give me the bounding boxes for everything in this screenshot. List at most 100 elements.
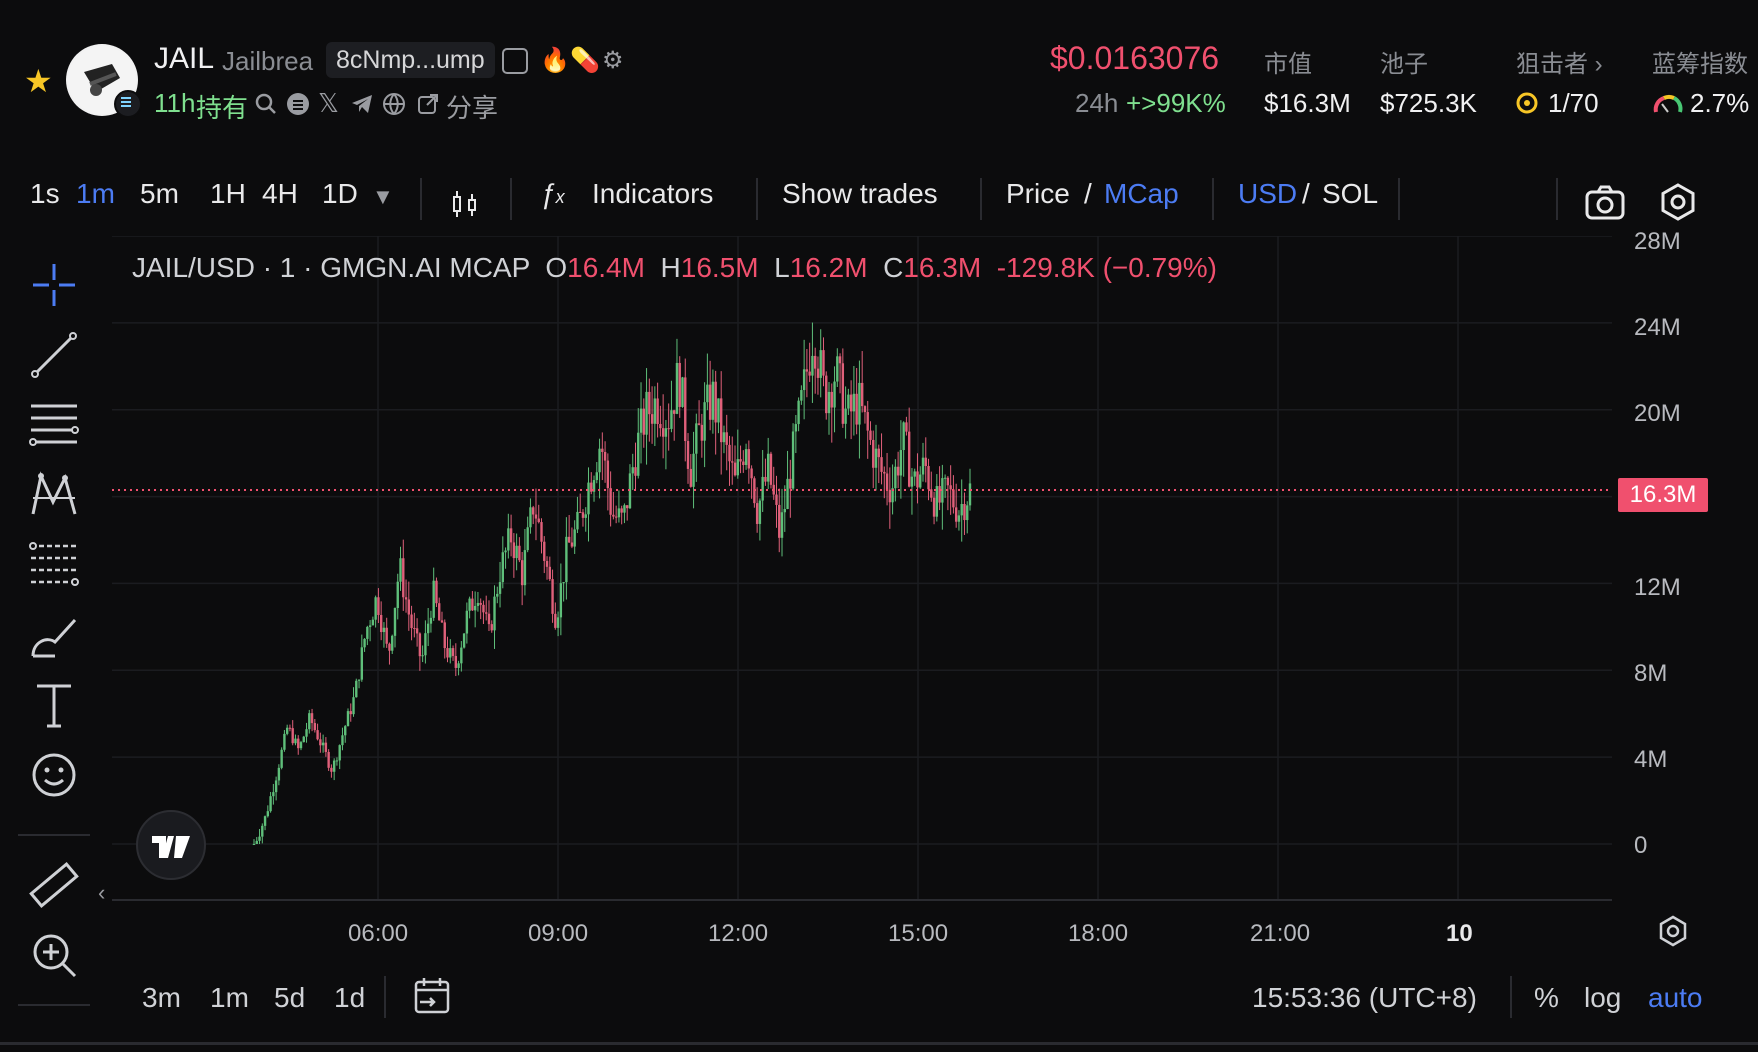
candle-body	[559, 583, 563, 618]
contract-address[interactable]: 8cNmp...ump	[326, 42, 495, 78]
candle-body	[963, 503, 966, 521]
candle-body	[874, 448, 878, 468]
candle-body	[332, 760, 336, 772]
trend-line-tool-icon[interactable]	[26, 328, 82, 384]
percent-scale-toggle[interactable]: %	[1534, 982, 1559, 1013]
log-scale-toggle[interactable]: log	[1584, 982, 1622, 1013]
ruler-tool-icon[interactable]	[26, 858, 82, 914]
candle-body	[800, 390, 803, 401]
interval-5m[interactable]: 5m	[140, 178, 179, 209]
candle-body	[678, 362, 681, 407]
show-trades-button[interactable]: Show trades	[782, 178, 938, 209]
candle-body	[703, 402, 706, 441]
slash-separator: /	[1302, 178, 1310, 209]
fibonacci-tool-icon[interactable]	[26, 538, 82, 594]
brush-tool-icon[interactable]	[26, 608, 82, 664]
candle-body	[440, 620, 444, 623]
candle-body	[377, 597, 380, 616]
y-tick-12m: 12M	[1634, 574, 1681, 601]
pool-value: $725.3K	[1380, 88, 1477, 118]
camera-icon[interactable]	[1584, 184, 1626, 227]
copy-icon[interactable]	[502, 48, 528, 74]
candle-body	[957, 515, 961, 522]
x-tick-day-10: 10	[1446, 920, 1473, 947]
candle-body	[424, 633, 427, 656]
indicators-button[interactable]: Indicators	[592, 178, 714, 209]
tradingview-logo[interactable]	[136, 810, 206, 880]
candle-body	[319, 739, 322, 746]
range-1m[interactable]: 1m	[210, 982, 249, 1013]
function-fx-icon[interactable]: ƒx	[540, 178, 565, 209]
candle-body	[272, 792, 275, 797]
crosshair-tool-icon[interactable]	[26, 258, 82, 314]
candle-body	[554, 613, 557, 628]
candle-body	[695, 423, 698, 454]
interval-1m[interactable]: 1m	[76, 178, 115, 209]
candle-body	[935, 486, 939, 517]
interval-1s[interactable]: 1s	[30, 178, 60, 209]
collapse-chevron-icon[interactable]: ‹	[98, 880, 106, 905]
candle-body	[791, 431, 795, 489]
y-tick-8m: 8M	[1634, 660, 1668, 687]
interval-4h[interactable]: 4H	[262, 178, 298, 209]
share-icon[interactable]	[416, 92, 440, 123]
clock-time[interactable]: 15:53:36 (UTC+8)	[1252, 982, 1477, 1013]
x-twitter-icon[interactable]: 𝕏	[318, 88, 339, 118]
interval-1d[interactable]: 1D	[322, 178, 358, 209]
website-globe-icon[interactable]	[382, 92, 406, 123]
change-period-label: 24h	[1075, 88, 1119, 118]
holders-link[interactable]: 持有	[196, 93, 249, 123]
candle-body	[673, 410, 676, 414]
emoji-tool-icon[interactable]	[26, 748, 82, 804]
candle-body	[327, 751, 330, 768]
list-icon[interactable]	[286, 92, 310, 123]
candle-body	[739, 459, 742, 462]
candle-body	[355, 680, 358, 698]
candle-body	[916, 471, 919, 488]
y-tick-24m: 24M	[1634, 314, 1681, 341]
price-toggle[interactable]: Price	[1006, 178, 1070, 209]
sol-toggle[interactable]: SOL	[1322, 178, 1379, 209]
candle-body	[551, 579, 554, 614]
candle-type-icon[interactable]	[448, 188, 482, 227]
zoom-in-icon[interactable]	[26, 928, 82, 984]
candle-body	[910, 476, 914, 487]
text-tool-icon[interactable]	[26, 678, 82, 734]
pattern-tool-icon[interactable]	[26, 468, 82, 524]
candle-body	[366, 626, 369, 639]
auto-scale-toggle[interactable]: auto	[1648, 982, 1703, 1013]
candle-body	[460, 647, 463, 664]
axis-settings-icon[interactable]	[1656, 914, 1690, 953]
range-3m[interactable]: 3m	[142, 982, 181, 1013]
chevron-down-icon[interactable]: ▼	[372, 184, 394, 209]
candle-body	[783, 509, 786, 513]
share-link[interactable]: 分享	[446, 93, 499, 123]
settings-gear-icon[interactable]	[1658, 182, 1698, 227]
snipers-link[interactable]: 狙击者 ›	[1516, 51, 1603, 78]
candle-body	[283, 733, 286, 750]
candle-body	[534, 514, 538, 519]
candle-body	[465, 610, 469, 634]
search-icon[interactable]	[254, 92, 278, 123]
candle-body	[371, 619, 375, 626]
chain-badge-icon	[114, 90, 142, 118]
snipers-value: 1/70	[1548, 88, 1599, 118]
range-5d[interactable]: 5d	[274, 982, 306, 1013]
range-1d[interactable]: 1d	[334, 982, 366, 1013]
interval-1h[interactable]: 1H	[210, 178, 246, 209]
candle-body	[454, 655, 458, 668]
legend-close: 16.3M	[903, 252, 982, 283]
telegram-icon[interactable]	[350, 92, 374, 123]
candle-body	[902, 422, 905, 451]
candle-body	[512, 542, 516, 559]
mcap-toggle[interactable]: MCap	[1104, 178, 1179, 209]
candle-body	[692, 453, 695, 487]
favorite-star-icon[interactable]: ★	[24, 63, 53, 99]
candle-body	[642, 408, 645, 435]
candle-body	[504, 550, 507, 553]
candle-body	[263, 816, 267, 826]
calendar-goto-icon[interactable]	[410, 974, 454, 1023]
usd-toggle[interactable]: USD	[1238, 178, 1298, 209]
horizontal-lines-tool-icon[interactable]	[26, 398, 82, 454]
price-chart[interactable]	[112, 236, 1612, 902]
